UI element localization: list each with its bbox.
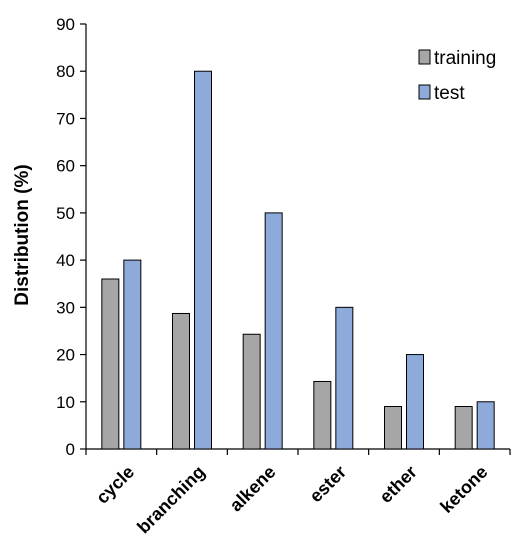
y-tick-label: 70 [56, 109, 75, 128]
bar-test-branching [194, 70, 212, 450]
bar-training-branching [172, 312, 190, 450]
x-category-label-ether: ether [376, 462, 421, 507]
bar-test-ether [406, 354, 424, 450]
x-category-label-alkene: alkene [226, 462, 280, 516]
legend-swatch-training [418, 49, 431, 65]
legend-label-test: test [434, 83, 465, 104]
legend-label-training: training [434, 48, 496, 69]
y-tick-label: 50 [56, 204, 75, 223]
bar-test-cycle [123, 259, 142, 450]
y-tick-label: 10 [56, 393, 75, 412]
x-category-label-cycle: cycle [92, 462, 138, 508]
bar-training-ether [384, 406, 402, 450]
y-tick-label: 80 [56, 62, 75, 81]
legend: training test [418, 48, 496, 104]
y-axis-title: Distribution (%) [12, 164, 33, 305]
x-category-label-ester: ester [306, 462, 351, 507]
y-ticks: 0 10 20 30 40 50 60 70 80 90 [56, 15, 86, 459]
y-tick-label: 0 [66, 440, 75, 459]
y-tick-label: 90 [56, 15, 75, 34]
bar-test-ester [335, 306, 354, 450]
y-tick-label: 60 [56, 157, 75, 176]
x-category-label-branching: branching [133, 462, 209, 538]
y-tick-label: 30 [56, 298, 75, 317]
y-axis-title-group: Distribution (%) [12, 164, 33, 305]
legend-swatch-test [418, 84, 431, 100]
bar-training-cycle [101, 278, 120, 450]
y-tick-label: 20 [56, 346, 75, 365]
bar-training-alkene [242, 333, 261, 450]
axes [85, 24, 511, 455]
bar-test-ketone [476, 401, 495, 450]
bar-training-ketone [454, 406, 473, 450]
bar-test-alkene [264, 212, 283, 450]
bars [101, 70, 495, 450]
x-category-label-ketone: ketone [436, 462, 491, 517]
y-tick-label: 40 [56, 251, 75, 270]
bar-training-ester [313, 380, 332, 450]
